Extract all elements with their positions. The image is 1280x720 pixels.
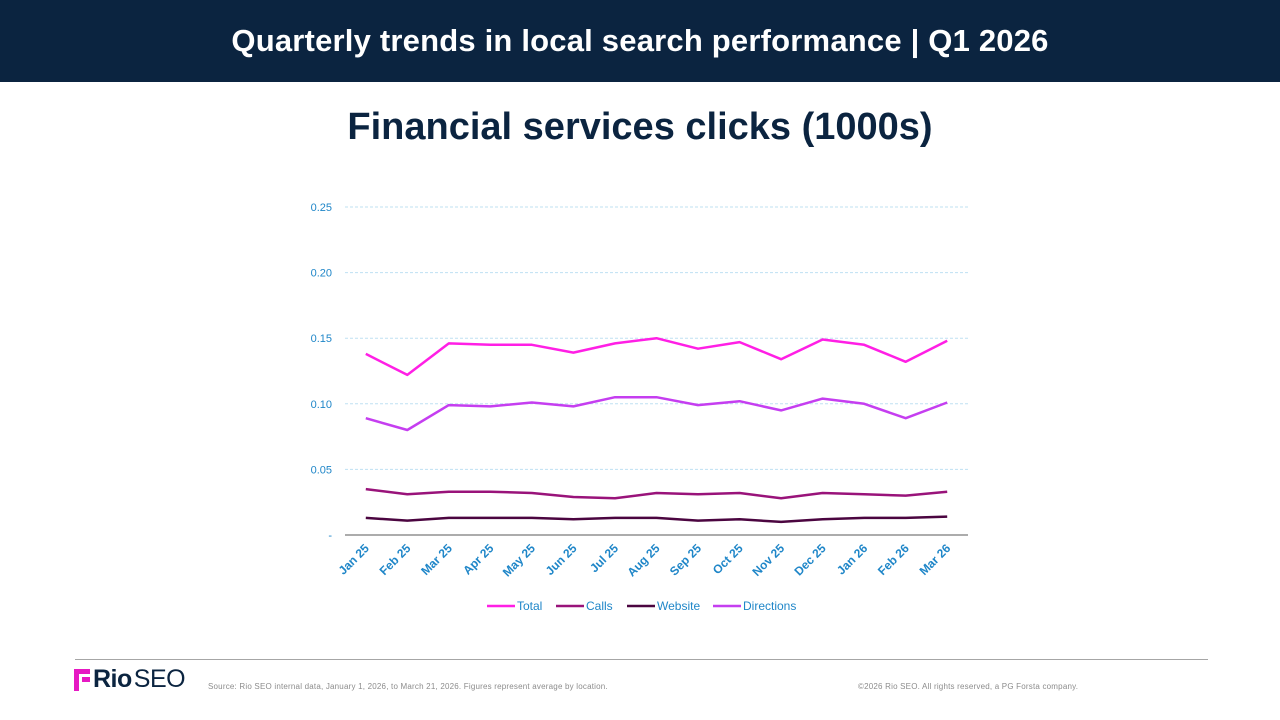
footer-divider xyxy=(75,659,1208,660)
x-tick-label: May 25 xyxy=(500,541,538,579)
legend-label-website: Website xyxy=(657,599,700,613)
series-line-total xyxy=(365,336,948,377)
x-tick-label: Dec 25 xyxy=(791,541,828,578)
x-tick-label: Oct 25 xyxy=(710,541,746,577)
legend-label-total: Total xyxy=(517,599,542,613)
chart-title: Financial services clicks (1000s) xyxy=(347,106,933,148)
x-tick-label: Sep 25 xyxy=(667,541,704,578)
x-tick-label: Mar 26 xyxy=(917,541,954,578)
x-tick-label: Jul 25 xyxy=(587,541,621,575)
rio-seo-mark-icon xyxy=(74,667,90,691)
x-tick-label: Apr 25 xyxy=(460,541,497,578)
legend-label-directions: Directions xyxy=(743,599,796,613)
y-tick-label: 0.10 xyxy=(311,399,332,411)
logo-word-seo: SEO xyxy=(133,664,186,693)
series-line-calls xyxy=(365,487,948,500)
logo-word-rio: Rio xyxy=(93,664,132,693)
x-tick-label: Jun 25 xyxy=(543,541,580,578)
y-tick-label: - xyxy=(328,530,332,542)
x-tick-label: Feb 26 xyxy=(875,541,912,578)
legend-label-calls: Calls xyxy=(586,599,613,613)
x-tick-label: Nov 25 xyxy=(749,541,787,579)
header-bar: Quarterly trends in local search perform… xyxy=(0,0,1280,82)
series-line-directions xyxy=(365,395,948,432)
y-tick-label: 0.15 xyxy=(311,333,332,345)
x-tick-label: Aug 25 xyxy=(624,541,662,579)
source-note: Source: Rio SEO internal data, January 1… xyxy=(208,682,608,691)
x-tick-label: Jan 25 xyxy=(336,541,373,578)
x-tick-label: Jan 26 xyxy=(834,541,871,578)
y-tick-label: 0.05 xyxy=(311,464,332,476)
series-line-website xyxy=(365,515,948,524)
x-tick-label: Mar 25 xyxy=(418,541,455,578)
copyright-note: ©2026 Rio SEO. All rights reserved, a PG… xyxy=(858,682,1079,691)
y-tick-label: 0.20 xyxy=(311,268,332,280)
y-tick-label: 0.25 xyxy=(311,202,332,214)
x-tick-label: Feb 25 xyxy=(377,541,414,578)
rio-seo-logo: Rio SEO xyxy=(74,664,186,694)
page-title: Quarterly trends in local search perform… xyxy=(231,23,1049,58)
